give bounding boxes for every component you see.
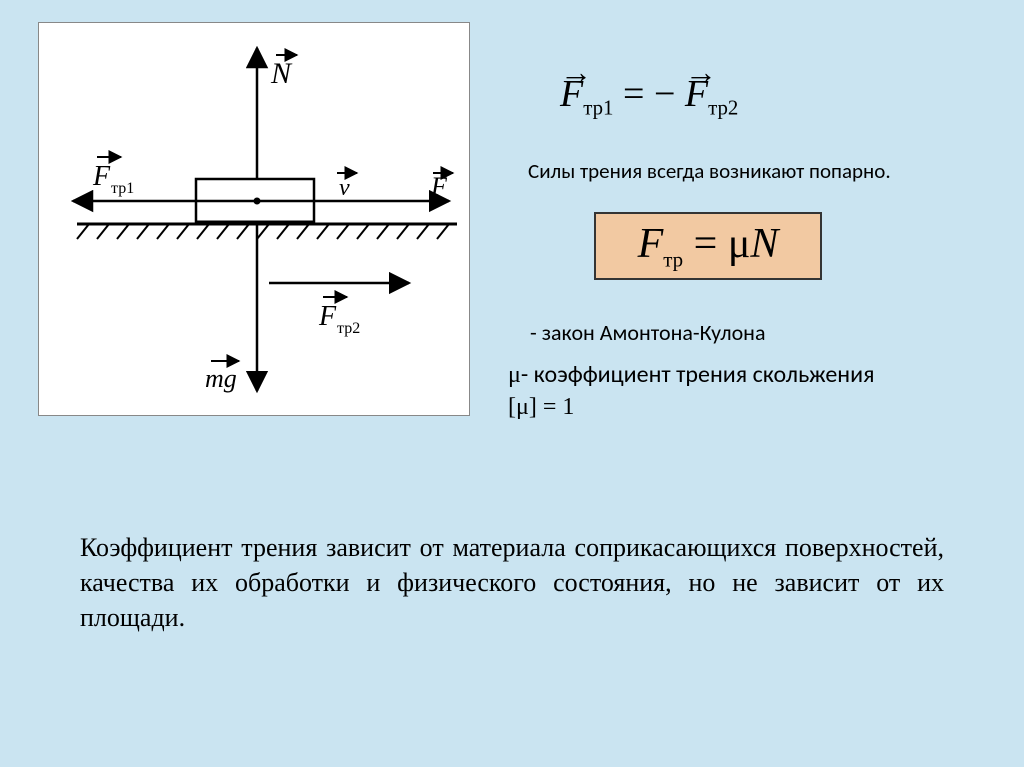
- fb-mu: μ: [728, 221, 751, 267]
- fb-F: F: [638, 221, 664, 267]
- mu-definition: μ- коэффициент трения скольжения: [508, 360, 874, 389]
- fb-sub: тр: [663, 247, 683, 271]
- diagram-svg: N F тр1 v F F тр2 mg: [39, 23, 471, 417]
- svg-text:тр2: тр2: [337, 320, 360, 337]
- friction-law-formula: Fтр = μN: [594, 212, 822, 280]
- fb-eq: =: [694, 221, 728, 267]
- svg-text:F: F: [318, 301, 337, 332]
- svg-text:F: F: [430, 172, 448, 201]
- bottom-paragraph: Коэффициент трения зависит от материала …: [80, 530, 944, 635]
- svg-text:mg: mg: [205, 364, 237, 393]
- eq-F2: F: [685, 73, 708, 115]
- force-diagram: N F тр1 v F F тр2 mg: [38, 22, 470, 416]
- eq-sub1: тр1: [583, 96, 613, 120]
- svg-text:F: F: [92, 161, 111, 192]
- svg-text:v: v: [339, 175, 350, 201]
- eq-eq: =: [623, 73, 654, 115]
- mu-def-text: - коэффициент трения скольжения: [521, 360, 875, 389]
- svg-text:тр1: тр1: [111, 180, 134, 197]
- eq-minus: −: [654, 73, 675, 115]
- friction-pair-equation: Fтр1 = − Fтр2: [560, 72, 738, 121]
- svg-text:N: N: [270, 57, 293, 90]
- slide: N F тр1 v F F тр2 mg Fтр1 = − Fтр2 Силы …: [0, 0, 1024, 767]
- eq-sub2: тр2: [708, 96, 738, 120]
- law-label: - закон Амонтона-Кулона: [530, 319, 765, 346]
- fb-N: N: [750, 221, 778, 267]
- friction-pair-caption: Силы трения всегда возникают попарно.: [528, 158, 891, 184]
- mu-symbol: μ: [508, 362, 521, 388]
- mu-unit: [μ] = 1: [508, 394, 574, 421]
- eq-F1: F: [560, 73, 583, 115]
